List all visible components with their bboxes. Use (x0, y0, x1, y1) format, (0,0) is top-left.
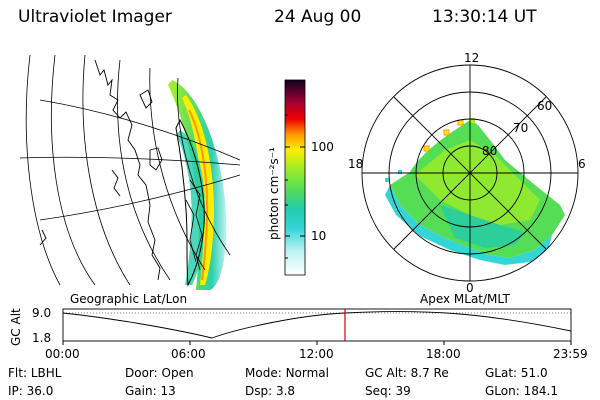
geographic-map (19, 54, 241, 290)
status-gcalt: GC Alt: 8.7 Re (365, 367, 449, 379)
status-mode: Mode: Normal (245, 367, 329, 379)
status-gcalt-value: 8.7 Re (410, 366, 449, 380)
status-dsp-value: 3.8 (275, 384, 296, 398)
time-label: 13:30:14 UT (432, 7, 537, 27)
status-ip-label: IP: (8, 384, 23, 398)
polar-label-12: 12 (464, 51, 479, 65)
colorbar-tick-100: 100 (311, 140, 334, 154)
polar-label-18: 18 (348, 157, 363, 171)
timeline-ytick-low: 1.8 (32, 331, 51, 345)
status-flt: Flt: LBHL (8, 367, 61, 379)
polar-label-0: 0 (466, 281, 474, 295)
altitude-timeline: GC Alt 9.0 1.8 00:00 06:00 12:00 18:00 2… (9, 306, 588, 361)
coastline (94, 59, 161, 281)
status-mode-value: Normal (285, 366, 329, 380)
status-ip-value: 36.0 (26, 384, 54, 398)
status-mode-label: Mode: (245, 366, 282, 380)
timeline-ylabel: GC Alt (9, 308, 23, 346)
polar-label-60: 60 (537, 99, 552, 113)
status-gain-value: 13 (160, 384, 176, 398)
colorbar: 100 10 photon cm⁻²s⁻¹ (267, 79, 334, 276)
polar-label-6: 6 (578, 157, 586, 171)
polar-label-80: 80 (482, 144, 497, 158)
status-dsp: Dsp: 3.8 (245, 385, 295, 397)
status-glat-value: 51.0 (520, 366, 548, 380)
status-glat-label: GLat: (485, 366, 518, 380)
colorbar-unit-label: photon cm⁻²s⁻¹ (267, 147, 281, 240)
timeline-xtick-0: 00:00 (45, 347, 80, 361)
polar-plot: 12 18 6 0 60 70 80 (348, 51, 586, 295)
status-door-label: Door: (125, 366, 158, 380)
status-gcalt-label: GC Alt: (365, 366, 407, 380)
timeline-xtick-3: 18:00 (426, 347, 461, 361)
timeline-ytick-high: 9.0 (32, 306, 51, 320)
map-caption: Geographic Lat/Lon (70, 292, 187, 306)
status-gain-label: Gain: (125, 384, 157, 398)
status-glat: GLat: 51.0 (485, 367, 548, 379)
polar-label-70: 70 (513, 121, 528, 135)
timeline-xtick-2: 12:00 (299, 347, 334, 361)
status-glon-label: GLon: (485, 384, 520, 398)
status-flt-value: LBHL (30, 366, 62, 380)
status-door-value: Open (161, 366, 194, 380)
status-flt-label: Flt: (8, 366, 27, 380)
status-gain: Gain: 13 (125, 385, 176, 397)
altitude-curve (62, 311, 572, 339)
colorbar-tick-10: 10 (311, 229, 326, 243)
status-ip: IP: 36.0 (8, 385, 53, 397)
date-label: 24 Aug 00 (274, 7, 362, 27)
colorbar-scale (284, 79, 306, 276)
status-seq: Seq: 39 (365, 385, 411, 397)
timeline-xtick-1: 06:00 (171, 347, 206, 361)
status-dsp-label: Dsp: (245, 384, 273, 398)
timeline-xtick-4: 23:59 (553, 347, 588, 361)
status-door: Door: Open (125, 367, 194, 379)
status-glon-value: 184.1 (523, 384, 558, 398)
status-seq-value: 39 (395, 384, 411, 398)
status-seq-label: Seq: (365, 384, 392, 398)
title: Ultraviolet Imager (18, 7, 172, 27)
polar-caption: Apex MLat/MLT (420, 292, 510, 306)
status-glon: GLon: 184.1 (485, 385, 558, 397)
